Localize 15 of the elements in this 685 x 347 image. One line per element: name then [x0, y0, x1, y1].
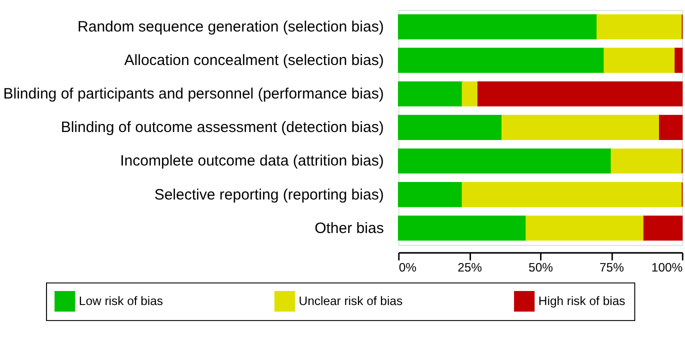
y-tick-label: Random sequence generation (selection bias) [78, 18, 384, 36]
y-tick-label: Incomplete outcome data (attrition bias) [120, 152, 384, 170]
legend-label: High risk of bias [538, 294, 626, 308]
x-tick-label: 25% [458, 260, 482, 275]
y-tick-label: Allocation concealment (selection bias) [124, 52, 384, 70]
x-tick-label: 0% [398, 260, 417, 275]
x-tick-label: 50% [528, 260, 554, 275]
legend-label: Unclear risk of bias [298, 294, 403, 308]
y-tick-label: Blinding of outcome assessment (detection bias) [60, 119, 384, 136]
x-tick-label: 100% [651, 260, 683, 275]
y-tick-label: Blinding of participants and personnel (performance bias) [3, 86, 384, 103]
y-tick-label: Selective reporting (reporting bias) [154, 186, 384, 204]
y-tick-label: Other bias [314, 220, 384, 237]
x-tick-label: 75% [599, 260, 624, 275]
legend-label: Low risk of bias [78, 294, 164, 308]
